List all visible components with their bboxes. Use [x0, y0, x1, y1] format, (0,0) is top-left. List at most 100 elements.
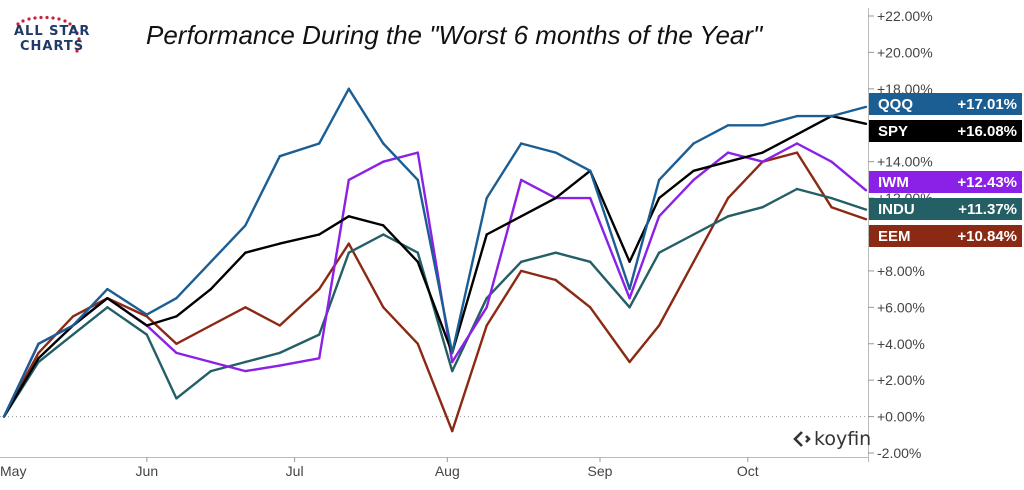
series-label-bg — [869, 171, 1022, 193]
data-point-eem — [864, 218, 868, 221]
data-point-iwm — [657, 215, 661, 218]
data-point-qqq — [830, 114, 833, 118]
data-point-iwm — [628, 297, 631, 300]
data-point-spy — [347, 215, 350, 218]
series-line-qqq — [2, 87, 867, 418]
x-tick-label: Jul — [286, 463, 304, 479]
data-point-iwm — [726, 151, 730, 154]
data-point-eem — [830, 206, 833, 209]
data-point-qqq — [795, 114, 799, 118]
data-point-indu — [589, 260, 592, 263]
series-label-bg — [869, 198, 1022, 220]
data-point-qqq — [692, 142, 695, 145]
data-point-spy — [382, 224, 385, 227]
data-point-indu — [726, 215, 730, 218]
data-point-eem — [520, 269, 523, 273]
y-tick-label: +0.00% — [877, 409, 925, 425]
data-point-indu — [795, 187, 799, 191]
data-point-iwm — [864, 189, 868, 192]
data-point-iwm — [347, 178, 350, 182]
series-line-spy — [2, 114, 867, 418]
data-point-indu — [71, 333, 75, 336]
x-tick-label: Sep — [588, 463, 613, 479]
data-point-qqq — [628, 287, 631, 291]
x-tick-label: May — [0, 463, 26, 479]
logo-text-line2: CHARTS — [20, 39, 85, 54]
data-point-indu — [864, 208, 868, 211]
data-point-qqq — [589, 169, 592, 172]
data-point-indu — [106, 306, 109, 309]
data-point-qqq — [37, 342, 40, 345]
data-point-qqq — [278, 155, 281, 158]
data-point-iwm — [692, 178, 695, 182]
koyfin-logo-icon — [793, 431, 811, 447]
data-point-qqq — [554, 151, 557, 154]
data-point-indu — [347, 251, 350, 254]
data-point-qqq — [657, 178, 661, 182]
data-point-iwm — [318, 357, 321, 360]
data-point-iwm — [209, 360, 213, 364]
x-tick-label: Aug — [435, 463, 460, 479]
data-point-spy — [554, 196, 557, 200]
data-point-spy — [318, 233, 321, 236]
all-star-charts-logo: ALL STAR CHARTS — [14, 14, 114, 54]
data-point-eem — [628, 360, 631, 364]
data-point-iwm — [761, 160, 764, 163]
data-point-eem — [795, 151, 799, 154]
series-label-indu: INDU +11.37% — [869, 198, 1022, 220]
data-point-qqq — [485, 196, 488, 200]
series-label-eem: EEM +10.84% — [869, 225, 1022, 247]
data-point-qqq — [416, 178, 419, 182]
data-point-qqq — [71, 324, 75, 327]
data-point-qqq — [520, 142, 523, 145]
y-tick-label: +6.00% — [877, 299, 925, 315]
series-label-bg — [869, 93, 1022, 115]
data-point-eem — [209, 324, 213, 327]
data-point-indu — [485, 297, 488, 300]
series-label-value: +12.43% — [957, 174, 1017, 191]
data-point-iwm — [416, 151, 419, 154]
data-point-indu — [175, 397, 178, 400]
series-label-name: EEM — [878, 228, 911, 245]
data-point-qqq — [209, 260, 213, 263]
data-point-eem — [485, 324, 488, 327]
y-tick-label: +22.00% — [877, 8, 933, 24]
data-point-iwm — [175, 351, 178, 355]
y-tick-label: +4.00% — [877, 336, 925, 352]
data-point-indu — [382, 233, 385, 236]
data-point-eem — [318, 287, 321, 291]
data-point-spy — [657, 196, 661, 200]
data-point-eem — [451, 429, 454, 433]
data-point-eem — [71, 315, 75, 318]
data-point-indu — [657, 251, 661, 254]
series-label-name: QQQ — [878, 96, 913, 113]
data-point-qqq — [864, 105, 868, 109]
data-point-spy — [761, 151, 764, 154]
data-point-spy — [145, 324, 148, 327]
data-point-spy — [416, 260, 419, 263]
series-label-spy: SPY +16.08% — [869, 120, 1022, 142]
x-tick-label: Oct — [737, 463, 759, 479]
data-point-iwm — [382, 160, 385, 163]
data-point-qqq — [347, 87, 350, 91]
data-point-spy — [864, 122, 868, 126]
series-label-name: SPY — [878, 123, 908, 140]
data-point-indu — [554, 251, 557, 254]
series-line-iwm — [2, 142, 867, 418]
series-label-value: +17.01% — [957, 96, 1017, 113]
data-point-eem — [175, 342, 178, 345]
chart-title: Performance During the "Worst 6 months o… — [146, 20, 763, 50]
series-label-iwm: IWM +12.43% — [869, 171, 1022, 193]
data-point-spy — [37, 357, 40, 360]
y-tick-label: +2.00% — [877, 372, 925, 388]
series-label-value: +11.37% — [958, 201, 1017, 218]
data-point-eem — [554, 278, 557, 282]
data-point-eem — [657, 324, 661, 327]
data-point-eem — [416, 342, 419, 345]
series-label-bg — [869, 120, 1022, 142]
data-point-indu — [244, 360, 247, 364]
data-point-qqq — [175, 297, 178, 300]
data-point-spy — [628, 260, 631, 263]
data-point-qqq — [145, 313, 148, 316]
star-arc-icon — [16, 15, 81, 53]
